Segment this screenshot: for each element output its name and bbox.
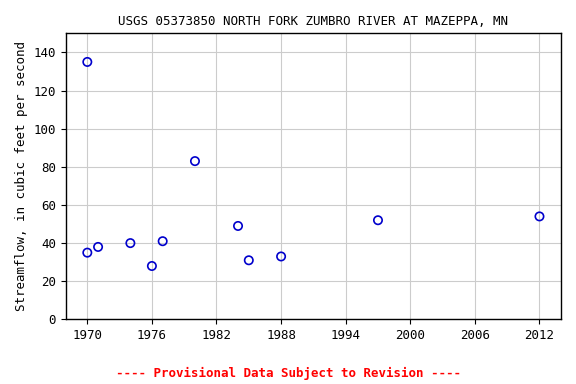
Point bbox=[147, 263, 157, 269]
Point bbox=[93, 244, 103, 250]
Point bbox=[83, 59, 92, 65]
Point bbox=[535, 214, 544, 220]
Point bbox=[83, 250, 92, 256]
Point bbox=[233, 223, 242, 229]
Point bbox=[244, 257, 253, 263]
Point bbox=[373, 217, 382, 223]
Point bbox=[190, 158, 199, 164]
Point bbox=[276, 253, 286, 260]
Point bbox=[158, 238, 167, 244]
Y-axis label: Streamflow, in cubic feet per second: Streamflow, in cubic feet per second bbox=[15, 41, 28, 311]
Title: USGS 05373850 NORTH FORK ZUMBRO RIVER AT MAZEPPA, MN: USGS 05373850 NORTH FORK ZUMBRO RIVER AT… bbox=[119, 15, 509, 28]
Point bbox=[126, 240, 135, 246]
Text: ---- Provisional Data Subject to Revision ----: ---- Provisional Data Subject to Revisio… bbox=[116, 367, 460, 380]
